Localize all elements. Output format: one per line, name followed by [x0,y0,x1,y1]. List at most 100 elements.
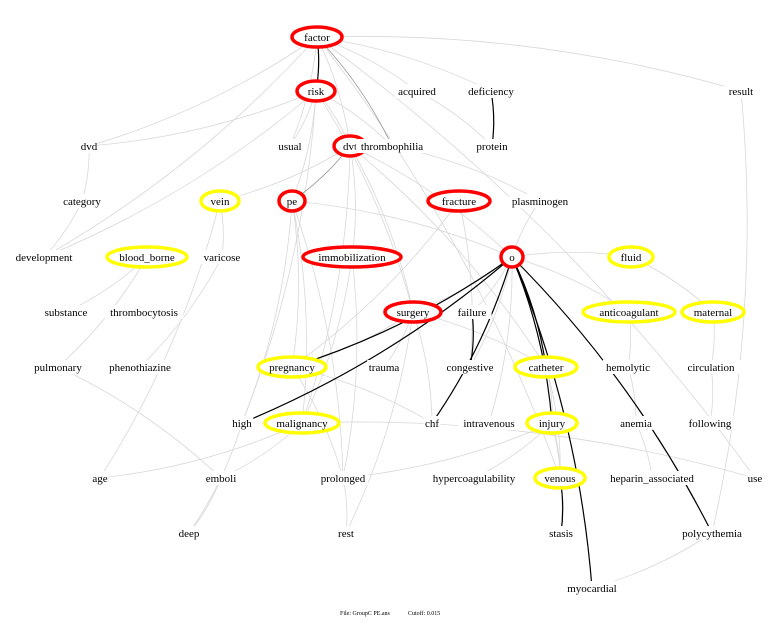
node-myocardial[interactable]: myocardial [564,581,620,595]
node-chf[interactable]: chf [423,416,441,430]
node-acquired[interactable]: acquired [394,84,440,98]
node-development[interactable]: development [13,250,75,264]
node-label: result [729,86,753,98]
node-rest[interactable]: rest [334,526,358,540]
node-fracture[interactable]: fracture [426,189,492,213]
node-label: hypercoagulability [433,473,516,485]
node-emboli[interactable]: emboli [204,471,238,485]
node-maternal[interactable]: maternal [680,300,746,324]
node-usual[interactable]: usual [276,139,304,153]
node-surgery[interactable]: surgery [383,300,443,324]
node-label: dvt [343,141,357,153]
edge-fracture-pregnancy [291,200,460,368]
edge-immobilization-prolonged [342,256,358,479]
node-immobilization[interactable]: immobilization [301,245,403,269]
edge-pulmonary-emboli [57,366,222,479]
edge-injury-prolonged [342,422,553,479]
node-phenothiazine[interactable]: phenothiazine [103,360,177,374]
node-background [544,526,578,540]
node-circulation[interactable]: circulation [680,360,742,374]
node-factor[interactable]: factor [290,25,344,49]
node-label: surgery [397,307,430,319]
node-label: vein [211,196,230,208]
node-high[interactable]: high [230,416,254,430]
node-label: hemolytic [606,362,650,374]
node-varicose[interactable]: varicose [199,250,245,264]
node-background [678,526,746,540]
node-label: prolonged [321,473,366,485]
edge-surgery-chf [412,311,433,424]
node-o[interactable]: o [499,245,525,269]
node-intravenous[interactable]: intravenous [458,416,520,430]
node-venous[interactable]: venous [533,466,587,490]
node-plasminogen[interactable]: plasminogen [509,194,571,208]
node-hypercoagulability[interactable]: hypercoagulability [423,471,525,485]
edge-dvt-surgery [349,145,414,313]
node-anemia[interactable]: anemia [619,416,653,430]
node-vein[interactable]: vein [199,189,241,213]
node-label: fracture [442,196,476,208]
node-substance[interactable]: substance [40,305,92,319]
node-background [103,360,177,374]
node-background [367,360,401,374]
node-failure[interactable]: failure [452,305,492,319]
node-label: malignancy [276,418,328,430]
node-background [564,581,620,595]
edge-risk-surgery [315,90,414,313]
node-background [509,194,571,208]
node-age[interactable]: age [91,471,109,485]
node-anticoagulant[interactable]: anticoagulant [581,300,677,324]
node-label: deep [179,528,200,540]
node-ellipse [295,79,337,103]
node-following[interactable]: following [684,416,736,430]
node-use[interactable]: use [746,471,764,485]
node-malignancy[interactable]: malignancy [263,411,341,435]
node-label: high [232,418,252,430]
node-ellipse [277,189,307,213]
node-pulmonary[interactable]: pulmonary [32,360,84,374]
node-congestive[interactable]: congestive [442,360,498,374]
node-thrombophilia[interactable]: thrombophilia [355,139,429,153]
edge-o-high [241,256,513,424]
node-label: risk [308,86,325,98]
edge-factor-result [316,35,742,92]
node-background [199,250,245,264]
node-result[interactable]: result [724,84,758,98]
edge-dvd-category [81,145,90,202]
node-thrombocytosis[interactable]: thrombocytosis [104,305,184,319]
node-protein[interactable]: protein [472,139,512,153]
node-injury[interactable]: injury [525,411,579,435]
node-risk[interactable]: risk [295,79,337,103]
node-stasis[interactable]: stasis [544,526,578,540]
node-heparin_associated[interactable]: heparin_associated [601,471,703,485]
node-fluid[interactable]: fluid [607,245,655,269]
node-catheter[interactable]: catheter [513,355,579,379]
node-label: catheter [529,362,564,374]
edge-factor-use [316,36,756,479]
node-label: category [63,196,101,208]
node-dvd[interactable]: dvd [80,139,98,153]
edge-circulation-following [709,366,714,424]
edge-fracture-congestive [458,200,473,368]
node-label: intravenous [463,418,514,430]
edge-emboli-deep [188,477,222,534]
node-category[interactable]: category [59,194,105,208]
node-trauma[interactable]: trauma [367,360,401,374]
node-deficiency[interactable]: deficiency [463,84,519,98]
node-background [458,416,520,430]
node-pregnancy[interactable]: pregnancy [256,355,328,379]
node-pe[interactable]: pe [277,189,307,213]
edge-factor-dvd [88,36,318,147]
node-blood_borne[interactable]: blood_borne [105,245,189,269]
node-label: fluid [621,252,642,264]
node-deep[interactable]: deep [177,526,201,540]
node-hemolytic[interactable]: hemolytic [602,360,654,374]
node-ellipse [290,25,344,49]
edge-pe-o [291,200,513,258]
node-prolonged[interactable]: prolonged [317,471,369,485]
node-ellipse [581,300,677,324]
node-label: acquired [398,86,436,98]
node-label: congestive [446,362,493,374]
node-background [680,360,742,374]
node-polycythemia[interactable]: polycythemia [678,526,746,540]
